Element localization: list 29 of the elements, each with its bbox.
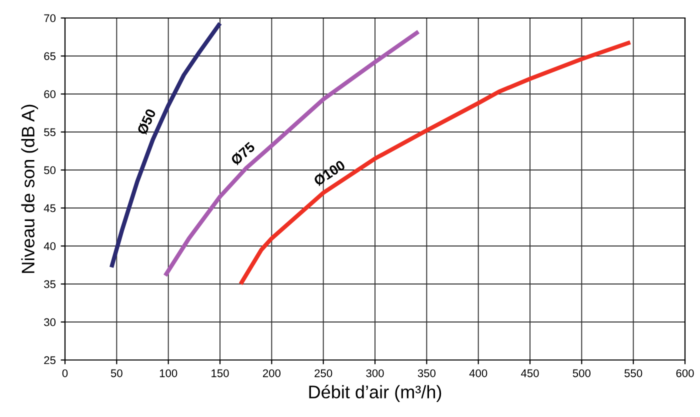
x-tick-label: 100 <box>160 369 178 378</box>
y-tick-label: 65 <box>44 52 56 60</box>
x-tick-label: 450 <box>520 369 539 378</box>
x-tick-label: 0 <box>62 369 68 378</box>
y-tick-label: 70 <box>44 14 56 22</box>
y-tick-label: 30 <box>44 318 56 326</box>
y-tick-label: 35 <box>44 280 56 288</box>
x-tick-label: 150 <box>212 369 229 378</box>
x-tick-label: 400 <box>469 369 488 378</box>
y-tick-label: 60 <box>44 90 56 98</box>
x-axis-title: Débit d’air (m³/h) <box>309 384 442 402</box>
text: Ø75 <box>230 141 256 166</box>
line-series <box>163 30 420 278</box>
x-tick-label: 200 <box>262 369 280 378</box>
y-tick-label: 55 <box>44 128 56 136</box>
y-tick-label: 45 <box>44 204 56 212</box>
x-tick-label: 50 <box>110 369 122 378</box>
y-tick-label: 40 <box>44 242 56 250</box>
line-series <box>109 21 222 270</box>
x-tick-label: 600 <box>676 369 694 378</box>
y-axis-title: Niveau de son (dB A) <box>21 104 38 273</box>
text: Ø50 <box>136 108 156 136</box>
x-tick-label: 250 <box>314 369 332 378</box>
x-tick-label: 300 <box>366 369 384 378</box>
x-tick-label: 550 <box>624 369 642 378</box>
y-tick-label: 50 <box>44 166 56 174</box>
y-tick-label: 25 <box>44 356 56 364</box>
x-tick-label: 350 <box>418 369 436 378</box>
x-tick-label: 500 <box>572 369 590 378</box>
